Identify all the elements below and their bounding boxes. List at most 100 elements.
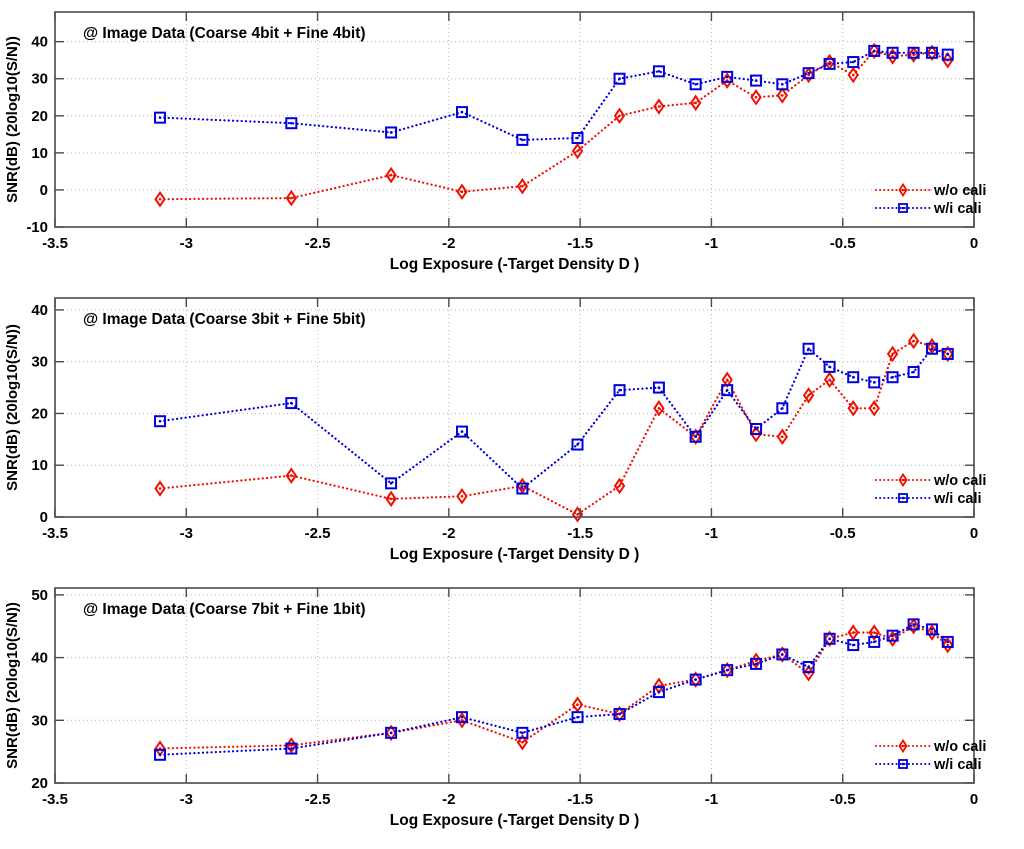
square-marker: [776, 648, 789, 661]
square-marker: [941, 635, 954, 648]
diamond-marker: [385, 166, 397, 184]
diamond-marker: [898, 738, 908, 754]
square-marker: [385, 477, 398, 490]
diamond-marker: [385, 490, 397, 508]
square-marker: [285, 742, 298, 755]
diamond-marker: [926, 624, 938, 641]
y-tick-label: 50: [31, 587, 48, 604]
diamond-marker: [776, 87, 789, 104]
axis-box: [54, 11, 975, 228]
diamond-marker: [823, 371, 836, 389]
tick-labels: -3.5 -3 -2.5 -2 -1.5 -1 -0.5 0 0 10 20 30 40: [31, 302, 978, 542]
diamond-marker: [847, 66, 859, 84]
square-marker: [886, 46, 899, 59]
x-tick-label: -1.5: [567, 791, 593, 808]
square-marker: [455, 711, 468, 724]
square-marker: [907, 618, 920, 631]
square-marker: [823, 360, 836, 373]
y-axis-label: SNR(dB) (20log10(S/N)): [4, 602, 21, 769]
legend: w/o cali w/i cali: [875, 182, 986, 217]
square-marker: [886, 629, 899, 642]
y-tick-label: 0: [40, 182, 48, 199]
legend-item-wi-cali: w/i cali: [875, 201, 982, 217]
x-tick-label: -1: [705, 525, 718, 542]
square-marker: [455, 425, 468, 438]
gridlines: [55, 298, 974, 517]
y-tick-label: 30: [31, 712, 48, 729]
diamond-marker: [154, 740, 166, 757]
diamond-marker: [942, 636, 954, 654]
square-marker: [285, 117, 298, 130]
square-marker: [802, 661, 815, 674]
diamond-marker: [456, 488, 468, 505]
square-marker: [868, 635, 881, 648]
y-tick-label: 0: [40, 509, 48, 526]
x-tick-label: -3.5: [42, 235, 68, 252]
chart-1: -3.5 -3 -2.5 -2 -1.5 -1 -0.5 0 -10 0 10 20 30 40 @ Ima…: [4, 11, 986, 273]
square-marker: [907, 366, 920, 379]
legend-label: w/i cali: [933, 757, 982, 773]
series-wi-cali: [154, 44, 954, 146]
x-tick-label: 0: [970, 525, 978, 542]
x-tick-label: -3: [180, 791, 193, 808]
legend: w/o cali w/i cali: [875, 472, 986, 507]
x-tick-label: -3: [180, 235, 193, 252]
chart-title: @ Image Data (Coarse 4bit + Fine 4bit): [83, 25, 366, 42]
square-marker: [847, 56, 860, 69]
legend-item-wi-cali: w/i cali: [875, 757, 982, 773]
x-tick-label: -2.5: [305, 525, 331, 542]
y-tick-label: 30: [31, 71, 48, 88]
diamond-marker: [823, 53, 836, 71]
legend-label: w/o cali: [933, 473, 986, 489]
diamond-marker: [456, 183, 468, 201]
y-tick-label: 40: [31, 302, 48, 319]
square-marker: [652, 381, 665, 394]
square-marker: [652, 686, 665, 699]
square-marker: [571, 132, 584, 145]
square-marker: [750, 422, 763, 435]
x-tick-label: 0: [970, 791, 978, 808]
diamond-marker: [516, 733, 529, 751]
diamond-marker: [721, 371, 733, 389]
legend: w/o cali w/i cali: [875, 738, 986, 773]
square-marker: [154, 111, 167, 124]
diamond-marker: [154, 190, 166, 208]
square-marker: [941, 48, 954, 61]
diamond-marker: [285, 189, 298, 207]
diamond-marker: [653, 98, 665, 115]
square-marker: [847, 371, 860, 384]
square-marker: [385, 726, 398, 739]
y-axis-label: SNR(dB) (20log10(S/N)): [4, 324, 21, 491]
legend-item-wo-cali: w/o cali: [875, 472, 986, 489]
gridlines: [55, 588, 974, 783]
square-marker: [802, 342, 815, 355]
x-axis-label: Log Exposure (-Target Density D ): [390, 812, 639, 829]
axis-box: [54, 587, 975, 784]
x-tick-label: -2: [442, 525, 455, 542]
y-tick-label: 20: [31, 775, 48, 792]
y-axis-label: SNR(dB) (20log10(S/N)): [4, 36, 21, 203]
x-tick-label: -3.5: [42, 791, 68, 808]
diamond-marker: [750, 89, 762, 106]
square-marker: [613, 72, 626, 85]
diamond-marker: [776, 428, 789, 446]
axis-box: [54, 297, 975, 518]
diamond-marker: [847, 400, 859, 417]
diamond-marker: [285, 467, 298, 484]
x-axis-label: Log Exposure (-Target Density D ): [390, 546, 639, 563]
legend-item-wo-cali: w/o cali: [875, 738, 986, 755]
square-marker: [898, 759, 908, 769]
tick-labels: -3.5 -3 -2.5 -2 -1.5 -1 -0.5 0 -10 0 10 20 30 40: [26, 34, 978, 252]
chart-title: @ Image Data (Coarse 7bit + Fine 1bit): [83, 601, 366, 618]
diamond-marker: [571, 142, 584, 160]
square-marker: [868, 376, 881, 389]
y-tick-label: -10: [26, 219, 48, 236]
square-marker: [898, 493, 908, 503]
diamond-marker: [613, 477, 626, 495]
x-tick-label: -1: [705, 235, 718, 252]
square-marker: [941, 347, 954, 360]
y-tick-label: 40: [31, 34, 48, 51]
chart-title: @ Image Data (Coarse 3bit + Fine 5bit): [83, 311, 366, 328]
